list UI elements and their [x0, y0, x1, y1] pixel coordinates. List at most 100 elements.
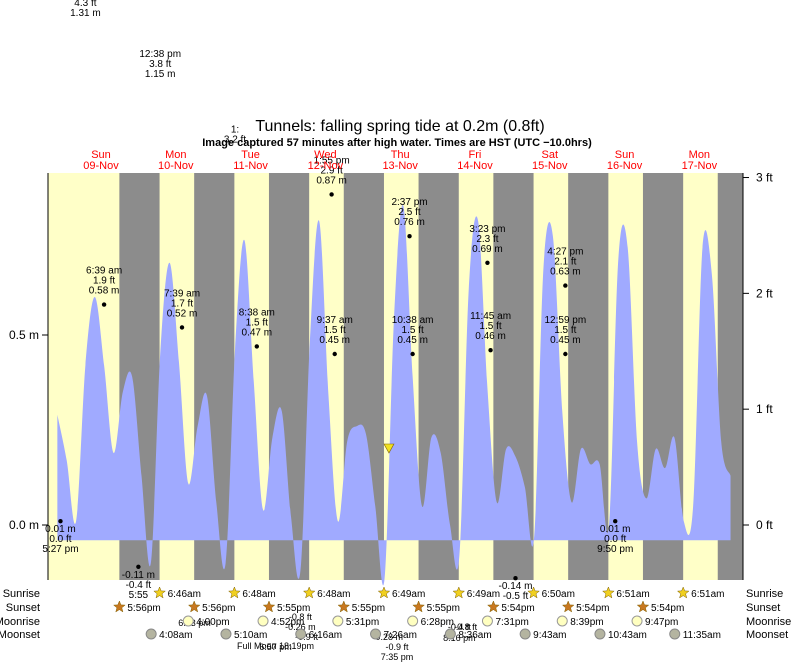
day-header-name: Sun	[91, 149, 111, 161]
moonset-icon	[519, 628, 531, 640]
sunset-icon	[487, 600, 500, 613]
tide-area	[57, 204, 731, 586]
tide-label: 1:55 pm	[314, 155, 350, 166]
tide-label: 1.5 ft	[246, 317, 268, 328]
sunrise-icon	[452, 586, 466, 599]
tide-label: -0.14 m	[499, 581, 533, 592]
moonset-icon	[444, 628, 456, 640]
moonrise-time: 9:47pm	[645, 617, 678, 628]
astro-row-label-right: Moonrise	[746, 616, 791, 628]
moonrise-time: 7:31pm	[495, 617, 528, 628]
sunrise-icon	[153, 586, 166, 599]
sunset-icon	[561, 600, 575, 613]
astro-row-label-left: Moonset	[0, 629, 40, 641]
tide-label: 0.69 m	[472, 244, 503, 255]
sunset-time: 5:54pm	[576, 603, 609, 614]
astronomy-layer: -0.8 ft-0.9 ft-0.26 m-0.28 m-0.9 ft7:35 …	[0, 586, 791, 662]
tide-label: 3.8 ft	[149, 59, 171, 70]
sunrise-icon	[377, 586, 391, 599]
tide-label: 6:39 am	[86, 266, 122, 277]
tide-point	[563, 283, 568, 288]
moonset-time: 11:35am	[683, 630, 721, 641]
tide-label: 7:39 am	[164, 288, 200, 299]
moonrise-icon	[631, 615, 643, 627]
tide-label: 0.46 m	[475, 331, 506, 342]
tide-label: 1.7 ft	[171, 298, 193, 309]
tide-label: 2:37 pm	[391, 197, 427, 208]
chart-subtitle: Image captured 57 minutes after high wat…	[202, 137, 592, 149]
tide-label: 0.45 m	[319, 335, 350, 346]
sunrise-icon	[302, 586, 316, 599]
sunrise-icon	[602, 586, 615, 599]
day-header-date: 13-Nov	[382, 160, 418, 172]
below-low-label: -0.9 ft	[386, 642, 410, 652]
day-header-date: 09-Nov	[83, 160, 119, 172]
y-tick-label-left: 0.0 m	[9, 518, 39, 532]
tide-label: 1.5 ft	[402, 325, 424, 336]
headers-layer: Tunnels: falling spring tide at 0.2m (0.…	[83, 118, 717, 172]
tide-label: 0.58 m	[89, 286, 120, 297]
sunrise-icon	[527, 586, 540, 599]
tide-point	[329, 192, 334, 197]
tide-point	[485, 260, 490, 265]
sunrise-icon	[676, 586, 690, 599]
tide-label: 2.9 ft	[320, 165, 342, 176]
sunset-icon	[337, 600, 351, 613]
tide-label: 0.63 m	[550, 267, 581, 278]
tide-label: 0.87 m	[316, 175, 347, 186]
sunrise-time: 6:49am	[392, 589, 425, 600]
sunset-icon	[636, 600, 650, 613]
tide-label: 1.5 ft	[324, 325, 346, 336]
sunset-time: 5:54pm	[501, 603, 534, 614]
day-header-name: Sun	[615, 149, 635, 161]
sunrise-time: 6:51am	[691, 589, 724, 600]
moonset-time: 9:43am	[533, 630, 566, 641]
tide-label: 1.5 ft	[554, 325, 576, 336]
below-low-label: 6:23 pm	[178, 618, 211, 628]
tide-label: 0.45 m	[397, 335, 428, 346]
chart-title: Tunnels: falling spring tide at 0.2m (0.…	[255, 118, 544, 135]
tide-point	[410, 351, 415, 357]
sunrise-time: 6:49am	[467, 589, 500, 600]
moonrise-icon	[332, 615, 344, 627]
day-header-name: Wed	[314, 149, 336, 161]
sunset-time: 5:56pm	[127, 603, 160, 614]
tide-label: 4.3 ft	[74, 0, 96, 9]
tide-label: 8:38 am	[239, 307, 275, 318]
current-level-marker	[383, 443, 395, 454]
tide-label: 12:59 pm	[545, 315, 587, 326]
tide-area-layer	[57, 204, 731, 586]
astro-row-label-right: Sunset	[746, 602, 780, 614]
tide-label: 2.5 ft	[398, 207, 420, 218]
day-header-date: 10-Nov	[158, 160, 194, 172]
tide-label: -0.11 m	[122, 570, 155, 581]
moonset-icon	[145, 628, 157, 640]
moonrise-icon	[407, 615, 419, 627]
tide-label: 0.0 ft	[604, 534, 626, 545]
moonrise-time: 4:00pm	[196, 617, 229, 628]
tide-label: 0.01 m	[45, 524, 76, 535]
tide-label: 1:	[231, 125, 239, 136]
day-header-name: Mon	[165, 149, 186, 161]
tide-label: 2.3 ft	[476, 234, 498, 245]
sunset-time: 5:54pm	[651, 603, 684, 614]
tide-label: 10:38 am	[392, 315, 434, 326]
sunset-time: 5:56pm	[202, 603, 235, 614]
moonrise-icon	[182, 615, 194, 627]
y-tick-label-left: 0.5 m	[9, 328, 39, 342]
day-header-date: 11-Nov	[233, 160, 268, 172]
tide-label: 5:27 pm	[42, 544, 78, 555]
tide-label: 12:38 pm	[139, 49, 181, 60]
below-low-label: 7:35 pm	[381, 652, 414, 662]
tide-label: -0.4 ft	[126, 580, 152, 591]
moonset-time: 6:16am	[309, 630, 342, 641]
astro-row-label-left: Sunrise	[3, 588, 40, 600]
tide-label: 5:55	[129, 590, 149, 601]
tide-label: 1.15 m	[145, 69, 176, 80]
tide-point	[513, 576, 518, 581]
sunset-icon	[113, 600, 126, 613]
astro-row-label-right: Moonset	[746, 629, 788, 641]
sunrise-icon	[228, 586, 241, 599]
astro-row-label-left: Sunset	[6, 602, 40, 614]
